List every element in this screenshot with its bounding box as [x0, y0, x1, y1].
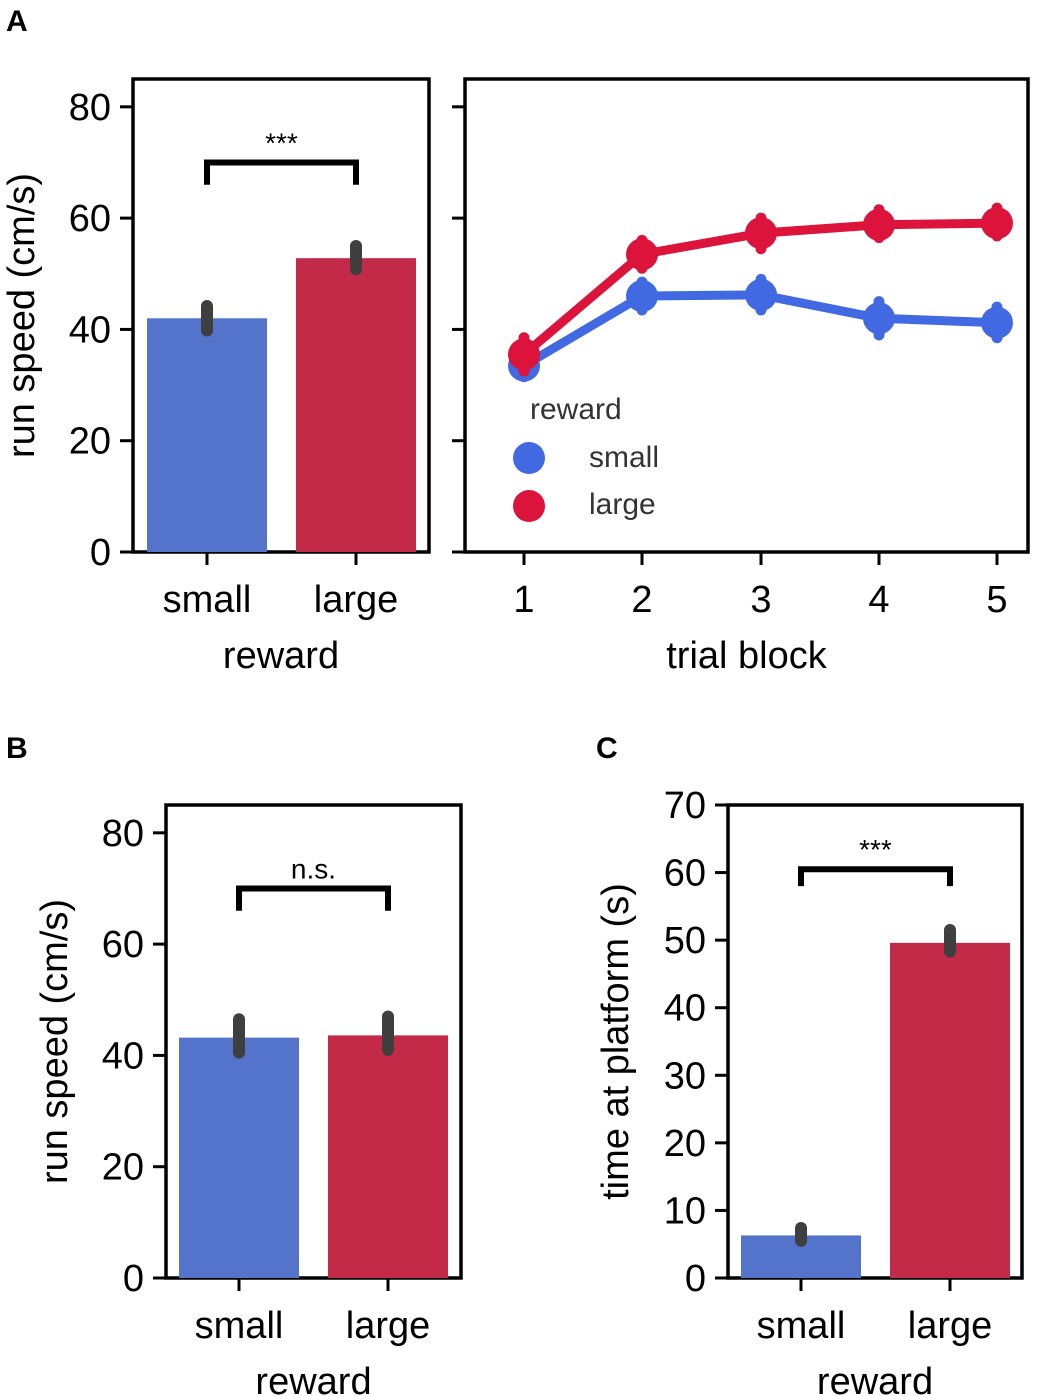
bar-small [147, 318, 267, 552]
y-tick-label: 40 [102, 1035, 144, 1077]
x-tick-label-large: large [908, 1305, 993, 1347]
panel-a-bar-chart: 0 20 40 60 80 run speed (cm/s) small large rewar… [1, 77, 431, 677]
bar-small [179, 1037, 299, 1278]
legend-label-small: small [589, 441, 659, 474]
legend-marker-large [513, 490, 545, 522]
y-tick-label: 0 [123, 1258, 144, 1300]
y-tick-label: 20 [664, 1123, 706, 1165]
legend-label-large: large [589, 488, 656, 521]
y-tick-label: 60 [69, 198, 111, 240]
panel-b-bar-chart: 0 20 40 60 80 run speed (cm/s) small large rewar… [34, 803, 463, 1396]
y-tick-label: 80 [69, 87, 111, 129]
x-tick-label: 4 [868, 579, 889, 621]
y-tick-label: 50 [664, 920, 706, 962]
x-tick-label-small: small [757, 1305, 846, 1347]
data-point-large [981, 207, 1013, 240]
x-tick-label-large: large [346, 1305, 431, 1347]
panel-label-b: B [6, 732, 28, 765]
data-point-small [981, 306, 1013, 339]
panel-label-c: C [596, 732, 618, 765]
y-tick-label: 40 [69, 309, 111, 351]
y-tick-label: 10 [664, 1190, 706, 1232]
bar-large [296, 258, 416, 552]
x-tick-label: 1 [513, 579, 534, 621]
plot-frame [131, 77, 431, 554]
x-axis-label: reward [255, 1361, 371, 1396]
data-point-large [508, 338, 540, 371]
y-tick-label: 20 [69, 421, 111, 463]
panel-a-line-chart: 1 2 3 4 5 trial block [452, 77, 1030, 677]
data-point-large [745, 217, 777, 250]
legend: reward small large [513, 393, 659, 522]
y-tick-label: 60 [664, 853, 706, 895]
bar-large [328, 1035, 448, 1278]
significance-label: *** [265, 127, 298, 158]
x-tick-label-large: large [314, 579, 399, 621]
data-point-small [626, 280, 658, 313]
bar-large [890, 942, 1010, 1278]
x-axis-label: reward [223, 635, 339, 677]
y-axis-label: time at platform (s) [595, 883, 637, 1200]
x-tick-label: 2 [631, 579, 652, 621]
significance-bracket [798, 866, 953, 887]
x-axis-label: trial block [666, 635, 827, 677]
significance-bracket [236, 885, 391, 911]
panel-c-bar-chart: 0 10 20 30 40 50 60 70 time at platform (s) small… [595, 785, 1024, 1396]
x-axis-label: reward [817, 1361, 933, 1396]
significance-bracket [204, 159, 359, 185]
y-tick-label: 80 [102, 813, 144, 855]
y-axis-label: run speed (cm/s) [34, 899, 76, 1184]
data-point-large [863, 208, 895, 241]
legend-marker-small [513, 442, 545, 474]
significance-label: *** [859, 834, 892, 865]
plot-frame [463, 77, 1030, 554]
y-tick-label: 40 [664, 988, 706, 1030]
plot-frame [726, 803, 1024, 1280]
y-tick-label: 0 [685, 1258, 706, 1300]
x-tick-label: 3 [750, 579, 771, 621]
y-tick-label: 20 [102, 1147, 144, 1189]
y-tick-label: 30 [664, 1055, 706, 1097]
x-tick-label: 5 [986, 579, 1007, 621]
significance-label: n.s. [291, 853, 336, 884]
y-tick-label: 70 [664, 785, 706, 827]
x-tick-label-small: small [195, 1305, 284, 1347]
y-tick-label: 60 [102, 924, 144, 966]
legend-title: reward [530, 393, 622, 426]
plot-frame [164, 803, 463, 1280]
data-point-large [626, 238, 658, 271]
panel-label-a: A [6, 5, 28, 38]
data-point-small [863, 302, 895, 335]
x-tick-label-small: small [163, 579, 252, 621]
data-point-small [745, 278, 777, 311]
y-axis-label: run speed (cm/s) [1, 173, 43, 458]
y-tick-label: 0 [90, 532, 111, 574]
